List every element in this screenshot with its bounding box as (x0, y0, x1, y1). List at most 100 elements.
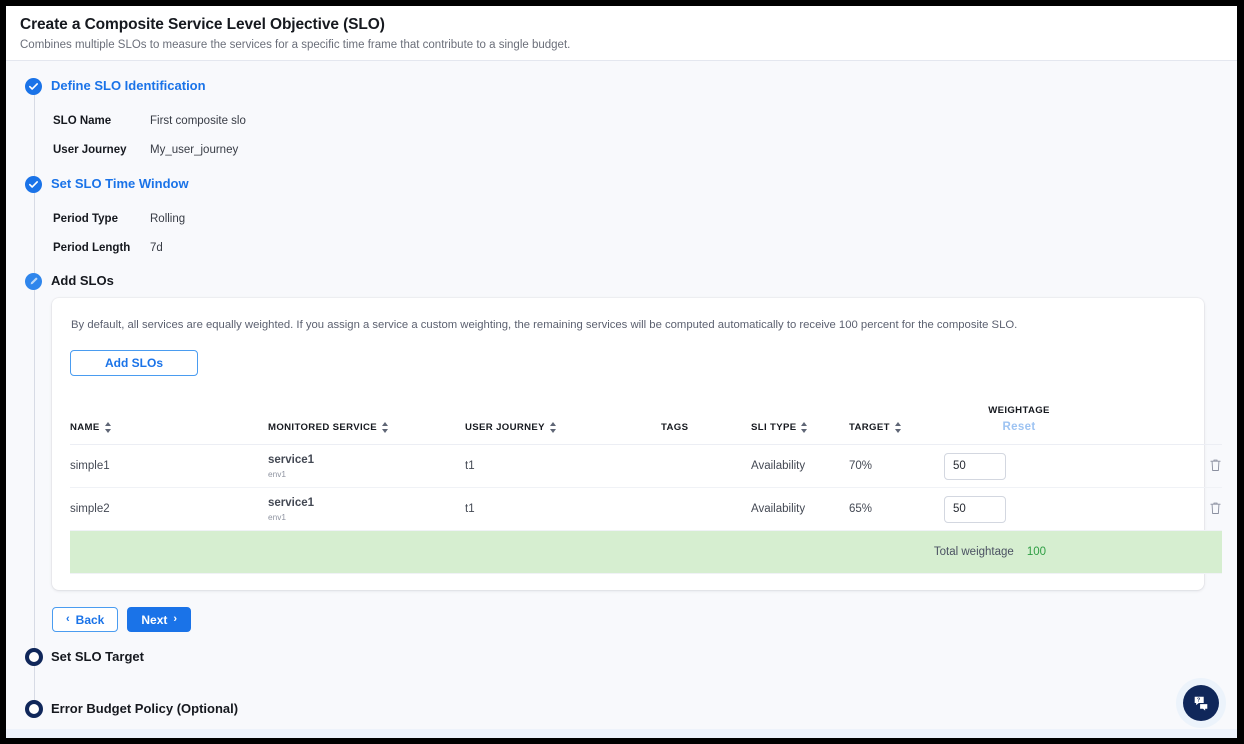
cell-monitored-service: service1 env1 (268, 487, 465, 531)
stepper-rail (33, 81, 35, 709)
column-label: NAME (70, 422, 100, 433)
table-row[interactable]: simple2 service1 env1 t1 Availability 65… (70, 487, 1222, 531)
service-name: service1 (268, 453, 315, 466)
cell-weightage (944, 487, 1094, 531)
service-name: service1 (268, 496, 315, 509)
column-label: MONITORED SERVICE (268, 422, 378, 433)
wizard-nav: ‹ Back Next › (6, 590, 1237, 632)
summary-value: 7d (150, 241, 163, 254)
step-label: Add SLOs (51, 273, 114, 288)
column-header-actions (1094, 405, 1222, 445)
total-cell: Total weightage 100 (70, 530, 1222, 574)
chevron-right-icon: › (173, 613, 178, 625)
step-label: Error Budget Policy (Optional) (51, 701, 239, 716)
back-label: Back (75, 612, 105, 627)
step-add-slos[interactable]: Add SLOs By default, all services are eq… (6, 271, 1237, 632)
column-header-user-journey[interactable]: USER JOURNEY (465, 405, 661, 445)
sort-icon[interactable] (549, 422, 557, 433)
summary-row: Period Type Rolling (53, 204, 1237, 233)
weightage-input[interactable] (944, 495, 1006, 523)
reset-weightage-link[interactable]: Reset (1002, 421, 1036, 433)
cell-sli-type: Availability (751, 444, 849, 488)
cell-sli-type: Availability (751, 487, 849, 531)
step-label: Set SLO Target (51, 649, 144, 664)
weightage-input[interactable] (944, 452, 1006, 480)
cell-target: 70% (849, 444, 944, 488)
total-weightage-label: Total weightage (933, 546, 1014, 558)
column-header-weightage: WEIGHTAGE Reset (944, 405, 1094, 445)
next-label: Next (141, 612, 168, 627)
chat-help-icon[interactable]: ? (1183, 685, 1219, 721)
step-set-slo-target[interactable]: Set SLO Target (6, 646, 1237, 668)
column-label: TARGET (849, 422, 890, 433)
summary-key: SLO Name (53, 114, 112, 127)
slo-table: NAME MONITORED SERVICE USER JOURNEY TAGS (70, 405, 1222, 574)
identification-summary: SLO Name First composite slo User Journe… (6, 97, 1237, 173)
column-header-target[interactable]: TARGET (849, 405, 944, 445)
add-slos-panel: By default, all services are equally wei… (6, 291, 1237, 590)
total-weightage-value: 100 (1026, 546, 1046, 558)
weightage-label: WEIGHTAGE (988, 405, 1050, 416)
cell-name: simple1 (70, 444, 268, 488)
app-window: Create a Composite Service Level Objecti… (6, 6, 1237, 738)
page-subtitle: Combines multiple SLOs to measure the se… (20, 39, 571, 51)
time-window-summary: Period Type Rolling Period Length 7d (6, 195, 1237, 271)
summary-row: User Journey My_user_journey (53, 135, 1237, 164)
back-button[interactable]: ‹ Back (52, 607, 119, 632)
check-circle-icon (25, 175, 42, 193)
summary-key: Period Length (53, 241, 131, 254)
radio-circle-icon (25, 700, 43, 718)
step-label: Set SLO Time Window (51, 176, 189, 191)
summary-value: Rolling (150, 212, 186, 225)
cell-tags (661, 444, 751, 488)
step-error-budget-policy[interactable]: Error Budget Policy (Optional) (6, 698, 1237, 720)
trash-icon[interactable] (1209, 501, 1222, 515)
cell-monitored-service: service1 env1 (268, 444, 465, 488)
add-slos-button[interactable]: Add SLOs (70, 350, 198, 376)
summary-value: First composite slo (150, 114, 246, 127)
cell-user-journey: t1 (465, 487, 661, 531)
column-header-name[interactable]: NAME (70, 405, 268, 445)
chevron-left-icon: ‹ (66, 613, 70, 625)
step-set-slo-time-window[interactable]: Set SLO Time Window Period Type Rolling … (6, 173, 1237, 271)
column-header-monitored-service[interactable]: MONITORED SERVICE (268, 405, 465, 445)
cell-weightage (944, 444, 1094, 488)
cell-user-journey: t1 (465, 444, 661, 488)
chat-bubble-glyph: ? (1194, 696, 1208, 711)
step-label: Define SLO Identification (51, 78, 206, 93)
cell-target: 65% (849, 487, 944, 531)
cell-tags (661, 487, 751, 531)
column-label: SLI TYPE (751, 422, 797, 433)
table-row[interactable]: simple1 service1 env1 t1 Availability 70… (70, 444, 1222, 488)
service-environment: env1 (268, 511, 286, 522)
summary-row: Period Length 7d (53, 233, 1237, 262)
step-define-slo-identification[interactable]: Define SLO Identification SLO Name First… (6, 75, 1237, 173)
summary-value: My_user_journey (150, 143, 239, 156)
pencil-circle-icon (25, 272, 42, 290)
table-header-row: NAME MONITORED SERVICE USER JOURNEY TAGS (70, 405, 1222, 445)
summary-key: Period Type (53, 212, 118, 225)
page-title: Create a Composite Service Level Objecti… (20, 16, 385, 33)
trash-icon[interactable] (1209, 458, 1222, 472)
bottom-strip (6, 729, 1237, 738)
page-header: Create a Composite Service Level Objecti… (6, 6, 1237, 61)
column-header-sli-type[interactable]: SLI TYPE (751, 405, 849, 445)
column-label: TAGS (661, 422, 689, 433)
column-header-tags: TAGS (661, 405, 751, 445)
cell-actions (1094, 487, 1222, 531)
wizard-stepper: Define SLO Identification SLO Name First… (6, 61, 1237, 738)
weighting-note: By default, all services are equally wei… (71, 319, 1018, 331)
total-weightage-row: Total weightage 100 (70, 530, 1222, 574)
radio-circle-icon (25, 648, 43, 666)
cell-actions (1094, 444, 1222, 488)
sort-icon[interactable] (801, 422, 808, 433)
sort-icon[interactable] (894, 422, 902, 433)
check-circle-icon (25, 77, 42, 95)
add-slos-card: By default, all services are equally wei… (52, 298, 1222, 590)
summary-key: User Journey (53, 143, 127, 156)
next-button[interactable]: Next › (127, 607, 192, 632)
service-environment: env1 (268, 468, 286, 479)
cell-name: simple2 (70, 487, 268, 531)
sort-icon[interactable] (382, 422, 389, 433)
sort-icon[interactable] (104, 422, 112, 433)
